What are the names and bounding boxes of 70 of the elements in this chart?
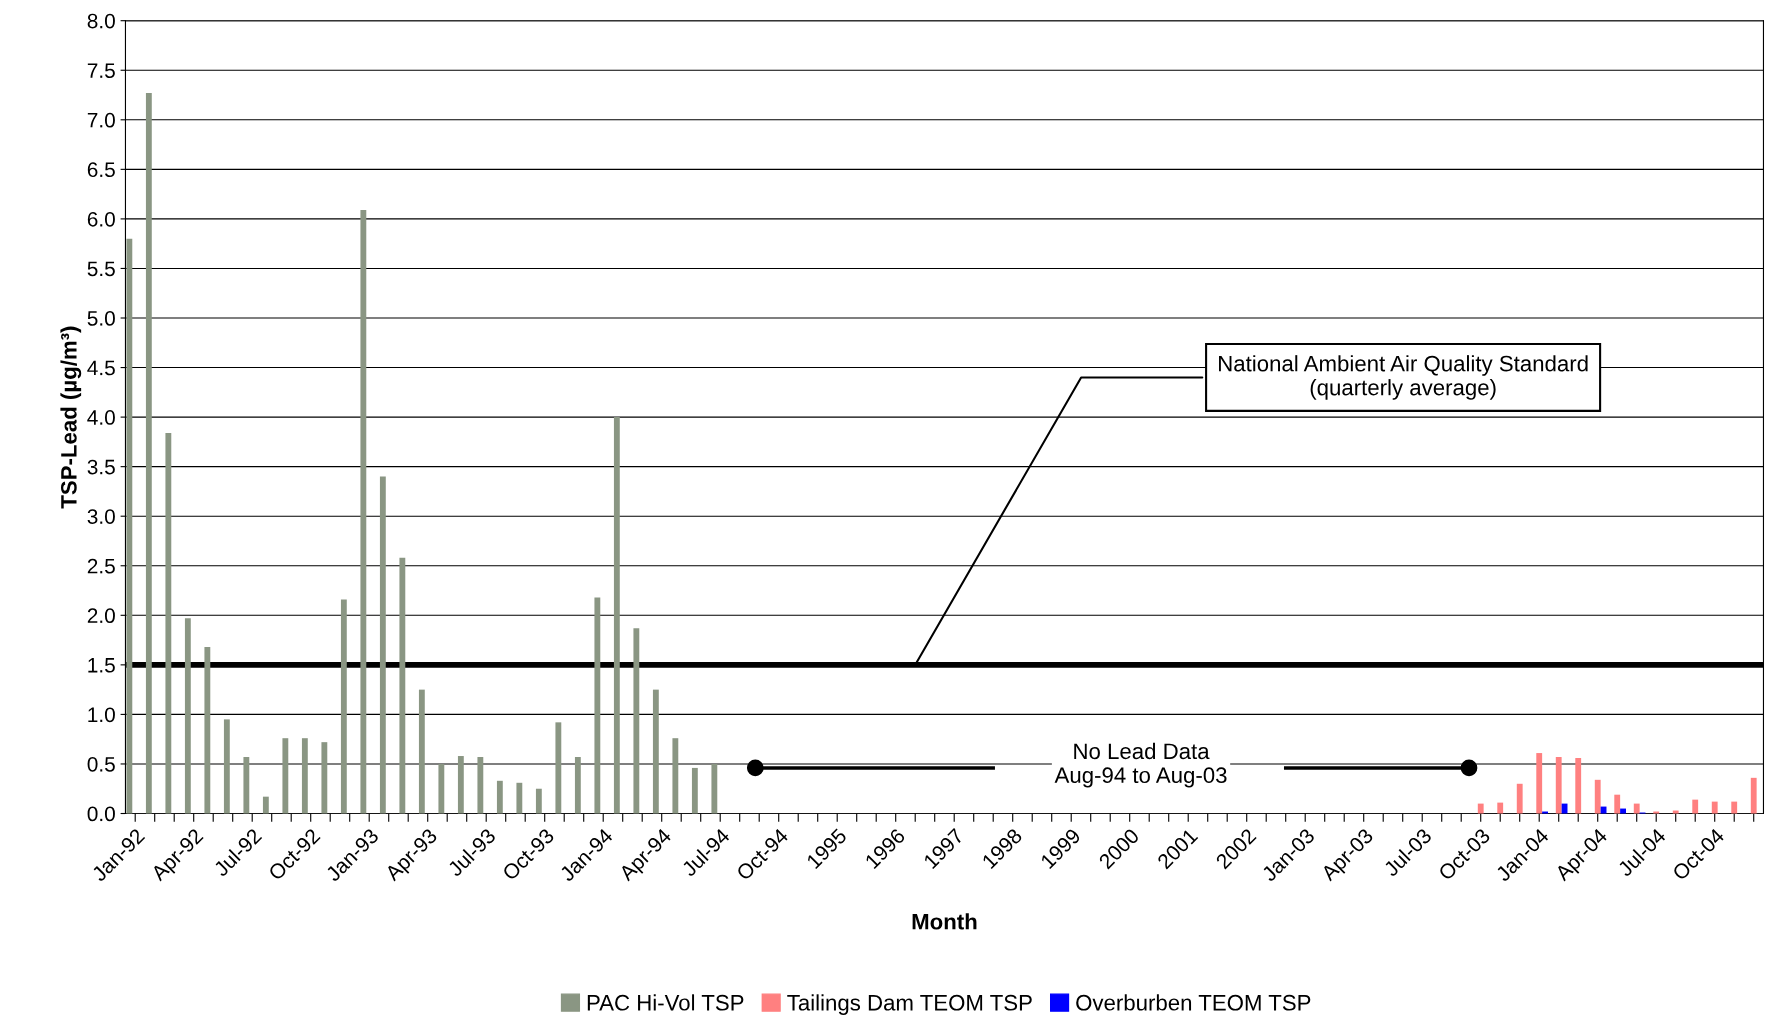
y-axis-title: TSP-Lead (µg/m³) [60, 326, 82, 509]
y-tick-label: 0.5 [87, 756, 115, 772]
bar [1614, 794, 1621, 814]
bar [1633, 803, 1640, 814]
y-tick-label: 4.5 [87, 360, 115, 376]
bar [1594, 779, 1601, 814]
bar [438, 763, 445, 814]
y-tick-label: 2.0 [87, 608, 115, 624]
y-tick-label: 2.5 [87, 558, 115, 574]
y-tick-label: 7.5 [87, 63, 115, 78]
y-tick-label: 0.0 [87, 806, 115, 822]
bar [633, 628, 640, 814]
y-tick-label: 6.0 [87, 211, 115, 227]
y-tick-label: 5.5 [87, 261, 115, 277]
bar [1555, 757, 1562, 814]
bar [457, 756, 464, 814]
bar [223, 719, 230, 814]
y-tick-label: 3.0 [87, 509, 115, 524]
bar [691, 767, 698, 814]
y-tick-label: 3.5 [87, 459, 115, 475]
bar [360, 209, 367, 814]
bar [1575, 758, 1582, 814]
bar [184, 618, 191, 814]
y-tick-label: 6.5 [87, 162, 115, 178]
legend-label: PAC Hi-Vol TSP [587, 994, 744, 1011]
bar [574, 757, 581, 814]
bar [165, 432, 172, 814]
bar [282, 738, 289, 814]
bar [204, 647, 211, 814]
bar [1692, 799, 1699, 814]
bar [711, 763, 718, 814]
y-tick-label: 1.5 [88, 658, 115, 673]
bar [1672, 810, 1679, 814]
bar [126, 238, 133, 814]
bar [672, 738, 679, 814]
bar [145, 93, 152, 814]
bar [243, 757, 250, 814]
bar [379, 476, 386, 814]
bar [535, 788, 542, 814]
bar [516, 782, 523, 814]
y-tick-label: 7.0 [87, 112, 115, 128]
bar [555, 722, 562, 814]
bar [477, 757, 484, 814]
bar [652, 689, 659, 814]
bar [1516, 783, 1523, 814]
bar [321, 742, 328, 814]
bar [399, 557, 406, 814]
ref-line-label: National Ambient Air Quality Standard (quarterly average) [1219, 355, 1588, 400]
annotation: No Lead Data Aug-94 to Aug-03 [1054, 742, 1227, 788]
bar [1731, 801, 1738, 814]
bar [262, 796, 269, 814]
legend-label: Tailings Dam TEOM TSP [787, 994, 1032, 1015]
y-tick-label: 8.0 [87, 13, 115, 29]
bar [613, 417, 620, 814]
bar [1477, 803, 1484, 814]
bar [496, 780, 503, 814]
bar [1750, 777, 1757, 814]
y-tick-label: 1.0 [88, 707, 115, 723]
bar [1620, 808, 1626, 814]
y-tick-label: 5.0 [87, 311, 115, 326]
bar [340, 599, 347, 814]
bar [1536, 753, 1543, 814]
bar [1497, 802, 1504, 814]
bar [1711, 801, 1718, 814]
bar [418, 689, 425, 814]
legend-label: Overburben TEOM TSP [1076, 994, 1311, 1011]
y-tick-label: 4.0 [87, 410, 115, 425]
bar [301, 738, 308, 814]
bar [594, 597, 601, 814]
x-axis-title: Month [912, 913, 977, 930]
